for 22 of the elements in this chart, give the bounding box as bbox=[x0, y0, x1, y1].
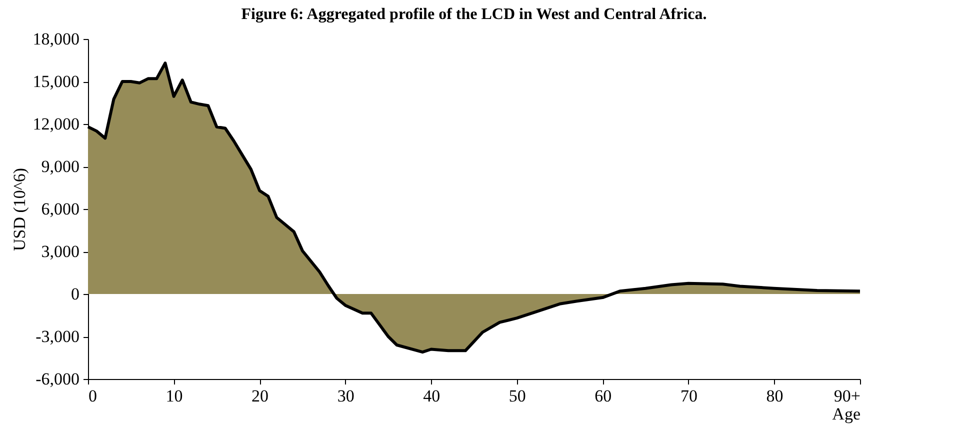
x-tick-label: 0 bbox=[88, 386, 97, 406]
y-tick-label: 3,000 bbox=[41, 242, 80, 261]
x-tick-label: 20 bbox=[252, 386, 269, 406]
y-tick-label: -6,000 bbox=[36, 370, 80, 388]
y-tick-label: 12,000 bbox=[32, 114, 80, 134]
x-tick-label: 60 bbox=[594, 386, 612, 406]
y-tick-label: 0 bbox=[71, 284, 80, 304]
y-tick-label: 6,000 bbox=[41, 200, 80, 218]
y-axis-title: USD (10^6) bbox=[10, 168, 29, 252]
x-tick-label: 80 bbox=[766, 386, 784, 406]
y-tick-label: 18,000 bbox=[32, 30, 80, 48]
y-tick-label: 9,000 bbox=[41, 157, 80, 176]
x-tick-label: 50 bbox=[508, 386, 526, 406]
x-tick-label: 70 bbox=[680, 386, 698, 406]
x-tick-label: 10 bbox=[166, 386, 183, 406]
x-tick-label: 40 bbox=[423, 386, 440, 406]
y-tick-label: -3,000 bbox=[36, 327, 80, 346]
x-tick-label: 90+ bbox=[834, 386, 860, 406]
x-axis-title: Age bbox=[832, 404, 860, 424]
y-tick-label: 15,000 bbox=[32, 72, 80, 91]
x-tick-label: 30 bbox=[337, 386, 354, 406]
chart-title: Figure 6: Aggregated profile of the LCD in West and Central Africa. bbox=[241, 6, 707, 23]
